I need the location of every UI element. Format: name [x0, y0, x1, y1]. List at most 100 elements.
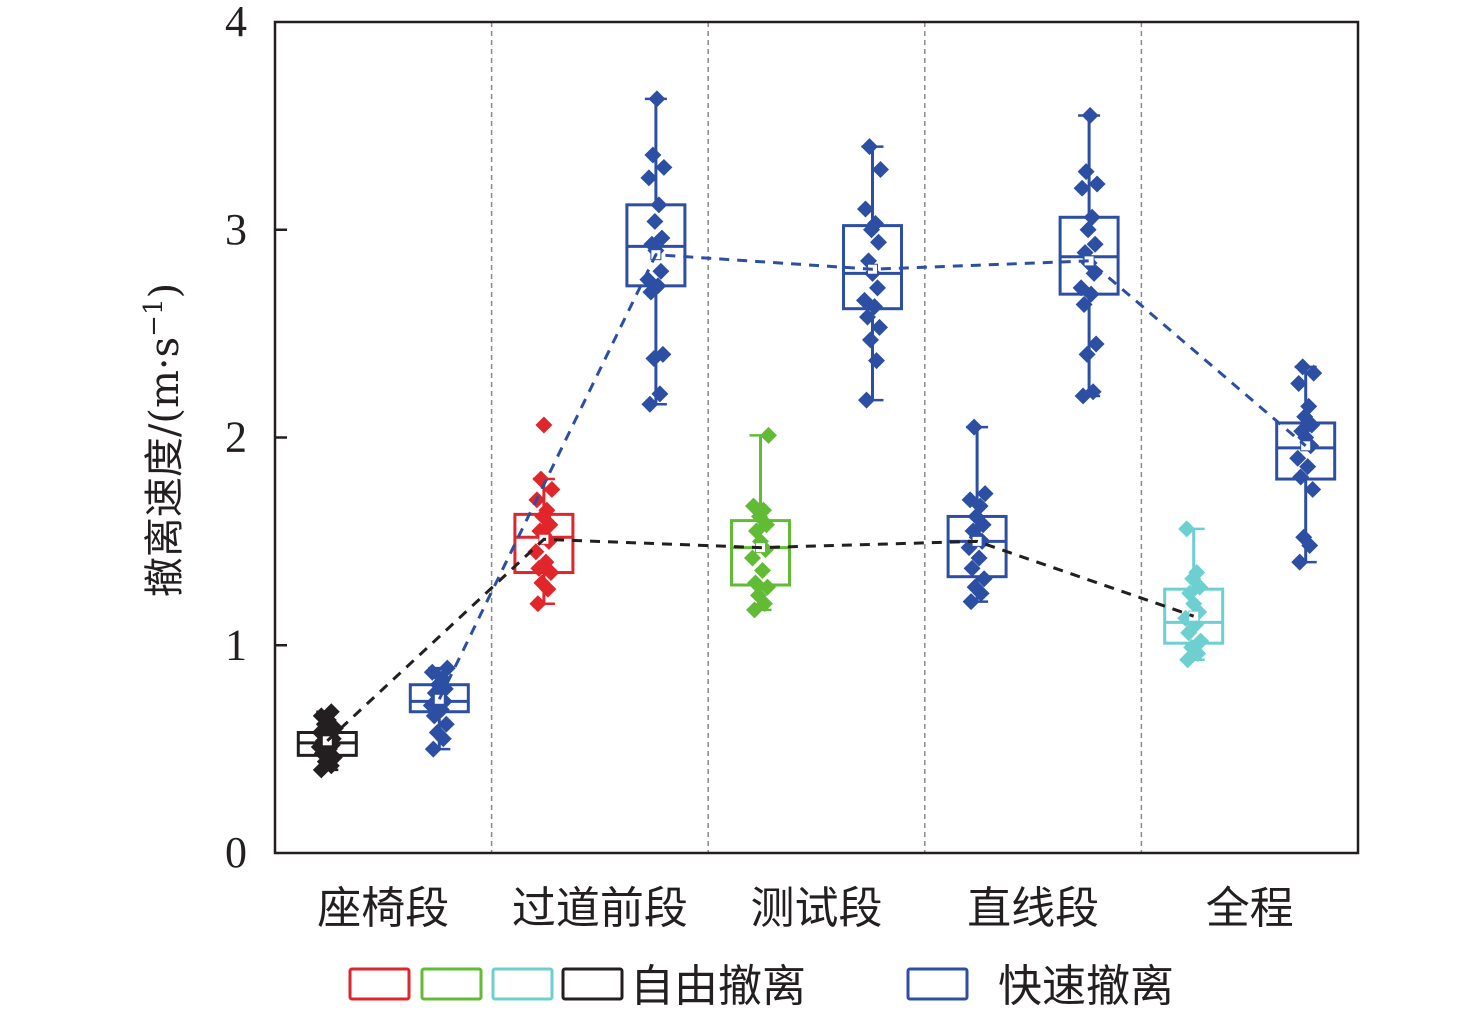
y-tick-label: 0 [225, 828, 247, 877]
data-point [1295, 528, 1313, 546]
legend-swatch-green [420, 967, 483, 1001]
data-point [961, 491, 979, 509]
box-group [1163, 520, 1225, 669]
mean-lines-layer [326, 253, 1307, 742]
data-point [750, 586, 767, 604]
data-point [871, 318, 888, 336]
data-point [856, 291, 873, 309]
y-axis-label-close: ) [142, 283, 188, 299]
data-point [543, 480, 561, 498]
legend-label-free: 自由撤离 [630, 961, 806, 1012]
data-point [747, 574, 764, 592]
x-category-label: 过道前段 [512, 883, 688, 934]
data-point [862, 331, 879, 349]
x-category-label: 直线段 [967, 883, 1099, 934]
data-point [651, 385, 669, 403]
data-point [976, 485, 994, 503]
data-point [872, 161, 889, 178]
y-tick-label: 1 [225, 620, 247, 669]
category-dividers [490, 22, 1143, 853]
data-point [322, 703, 340, 721]
data-point [1081, 107, 1099, 124]
data-point [423, 663, 441, 681]
y-axis-label: 撤离速度/(m·s−1) [139, 283, 188, 597]
box-group [408, 659, 470, 758]
box-group [513, 416, 575, 613]
data-point [652, 262, 670, 280]
data-point [527, 543, 545, 561]
data-point [538, 501, 556, 519]
data-point [641, 395, 659, 413]
data-point [869, 279, 886, 297]
data-point [424, 740, 442, 758]
data-point [870, 233, 887, 251]
data-point [963, 559, 981, 577]
data-point [1291, 553, 1309, 571]
data-point [857, 200, 874, 218]
data-point [859, 308, 876, 326]
data-point [648, 90, 666, 108]
y-tick-label: 2 [225, 413, 247, 462]
data-point [965, 418, 983, 436]
mean-trend-line [437, 253, 1307, 700]
y-axis-label-superscript: −1 [139, 299, 169, 337]
x-category-label: 座椅段 [317, 883, 449, 934]
data-point [438, 659, 456, 677]
data-point [533, 574, 551, 592]
data-point [970, 549, 988, 567]
data-point [537, 553, 555, 571]
legend-swatch-red [348, 967, 411, 1001]
box-group [842, 138, 903, 409]
legend-swatch-blue [906, 967, 969, 1001]
data-point [868, 352, 885, 370]
data-point [962, 593, 980, 611]
legend-swatch-black [561, 967, 624, 1001]
data-point [1192, 632, 1210, 650]
data-point [1088, 175, 1106, 193]
box-group [1275, 358, 1337, 571]
data-point [745, 497, 762, 515]
box-group [730, 426, 791, 619]
data-point [654, 345, 672, 363]
box-group [625, 90, 687, 413]
y-axis-ticks: 0 1 2 3 4 [225, 0, 287, 877]
data-point [760, 426, 777, 444]
data-point [867, 215, 884, 233]
y-tick-label: 3 [225, 205, 247, 254]
data-point [655, 158, 673, 176]
x-category-label: 全程 [1206, 883, 1294, 934]
legend: 自由撤离 快速撤离 [348, 961, 1174, 1012]
box-group [946, 418, 1008, 611]
data-point [644, 146, 662, 164]
data-point [437, 715, 455, 733]
data-point [532, 470, 550, 488]
data-point [653, 229, 671, 247]
boxes-layer [296, 90, 1337, 779]
data-point [744, 549, 761, 567]
data-point [640, 169, 658, 187]
data-point [650, 196, 668, 214]
outlier-point [535, 416, 553, 434]
data-point [975, 570, 993, 588]
legend-label-fast: 快速撤离 [998, 961, 1174, 1012]
x-axis-labels: 座椅段 过道前段 测试段 直线段 全程 [317, 883, 1293, 934]
data-point [1178, 520, 1196, 538]
data-point [529, 595, 547, 613]
box-group [1058, 107, 1120, 405]
mean-trend-line [326, 537, 1195, 742]
data-point [754, 561, 771, 579]
data-point [639, 271, 657, 289]
data-point [1188, 564, 1206, 582]
data-point [858, 391, 875, 409]
legend-swatch-cyan [491, 967, 554, 1001]
box-group [296, 703, 358, 779]
data-point [861, 138, 878, 156]
y-axis-label-main: 撤离速度/(m·s [142, 337, 188, 597]
data-point [1077, 163, 1095, 181]
data-point [966, 578, 984, 596]
data-point [428, 724, 446, 741]
y-tick-label: 4 [225, 0, 247, 46]
data-point [646, 212, 664, 230]
x-category-label: 测试段 [751, 883, 883, 934]
